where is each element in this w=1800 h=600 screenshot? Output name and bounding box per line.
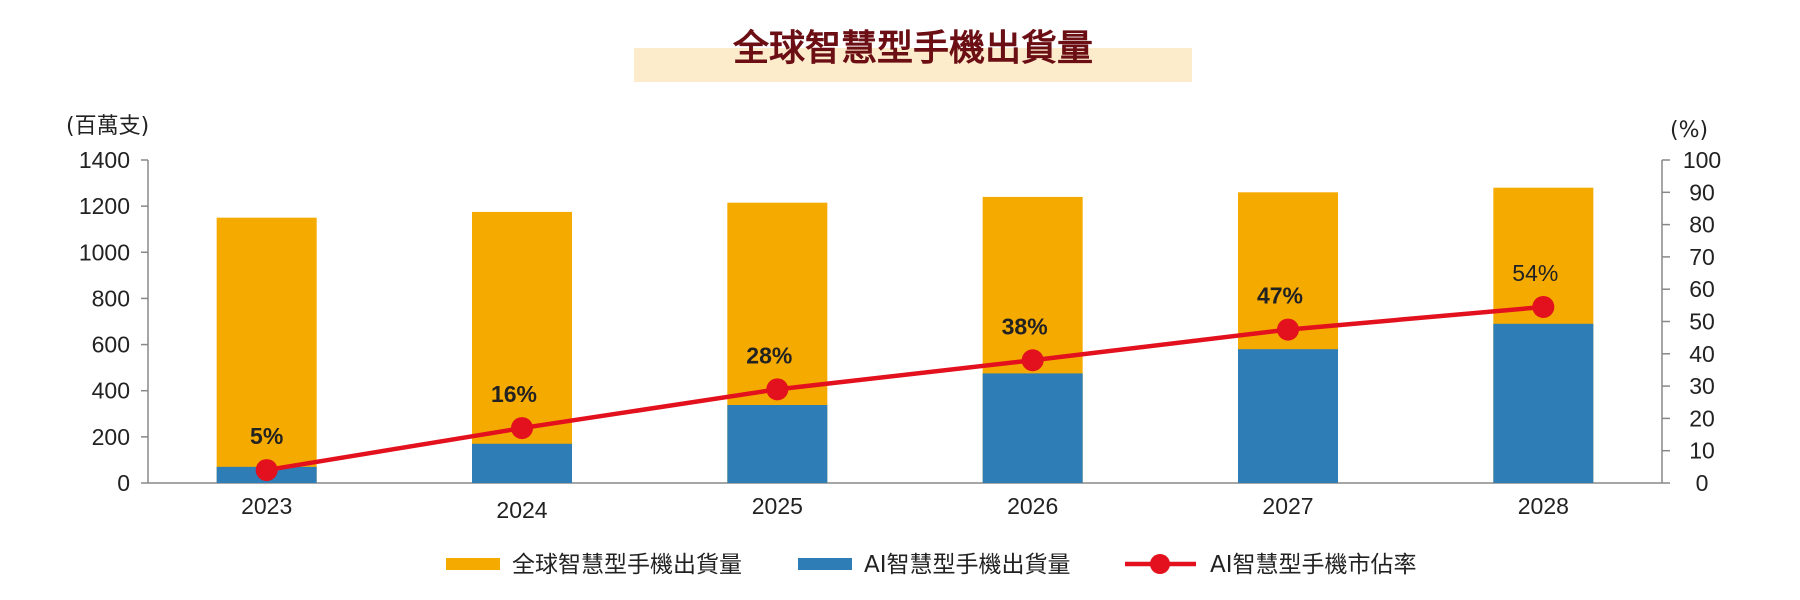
legend: 全球智慧型手機出貨量 AI智慧型手機出貨量 AI智慧型手機市佔率 (446, 552, 1417, 578)
right-tick-label: 90 (1689, 179, 1715, 205)
title-band (634, 48, 1192, 82)
share-point-2028 (1532, 295, 1555, 318)
right-axis-unit: (%) (1670, 118, 1708, 143)
share-point-2025 (766, 378, 789, 401)
x-label-2026: 2026 (1007, 493, 1058, 519)
right-tick-label: 10 (1689, 438, 1715, 464)
left-tick-label: 800 (92, 285, 130, 311)
right-tick-label: 0 (1696, 470, 1709, 496)
legend-swatch-ai (798, 558, 852, 570)
right-tick-label: 80 (1689, 212, 1715, 238)
legend-label-total: 全球智慧型手機出貨量 (512, 552, 742, 578)
left-tick-label: 1200 (79, 193, 130, 219)
left-tick-label: 400 (92, 378, 130, 404)
right-tick-label: 60 (1689, 276, 1715, 302)
left-axis-ticks: 0 200 400 600 800 1000 1200 1400 (79, 147, 148, 496)
legend-swatch-total (446, 558, 500, 570)
left-tick-label: 200 (92, 424, 130, 450)
share-label-2025: 28% (746, 342, 792, 368)
left-tick-label: 1000 (79, 239, 130, 265)
share-label-2028: 54% (1512, 260, 1558, 286)
right-tick-label: 50 (1689, 309, 1715, 335)
right-tick-label: 40 (1689, 341, 1715, 367)
x-label-2028: 2028 (1518, 493, 1569, 519)
share-point-2023 (255, 459, 278, 482)
legend-label-share: AI智慧型手機市佔率 (1210, 552, 1417, 578)
bar-ai-2025 (727, 405, 828, 483)
left-axis-unit: (百萬支) (66, 114, 149, 139)
bar-series (216, 187, 1594, 484)
right-tick-label: 30 (1689, 373, 1715, 399)
chart-title: 全球智慧型手機出貨量 (732, 27, 1093, 69)
share-label-2024: 16% (491, 381, 537, 407)
share-point-2027 (1277, 318, 1299, 341)
left-tick-label: 1400 (79, 147, 130, 173)
bar-ai-2026 (982, 373, 1083, 483)
share-point-2024 (511, 417, 533, 440)
share-point-2026 (1021, 349, 1044, 372)
left-tick-label: 600 (92, 332, 130, 358)
right-axis-ticks: 0 10 20 30 40 50 60 70 80 90 100 (1662, 147, 1721, 496)
x-label-2027: 2027 (1262, 493, 1313, 519)
share-line (266, 304, 1544, 473)
x-axis-labels: 2023 2024 2025 2026 2027 2028 (241, 493, 1569, 523)
right-tick-label: 100 (1683, 147, 1721, 173)
x-label-2025: 2025 (752, 493, 803, 519)
bar-ai-2024 (472, 443, 572, 483)
share-label-2027: 47% (1257, 283, 1303, 309)
bar-total-2023 (216, 217, 317, 483)
bar-ai-2028 (1493, 323, 1594, 483)
right-tick-label: 20 (1689, 405, 1715, 431)
left-tick-label: 0 (117, 470, 130, 496)
share-label-2026: 38% (1002, 313, 1048, 339)
legend-label-ai: AI智慧型手機出貨量 (864, 552, 1071, 578)
x-label-2024: 2024 (496, 497, 547, 523)
bar-total-2024 (472, 211, 572, 484)
share-line-series: 5% 16% 28% 38% 47% 54% (250, 260, 1558, 482)
share-label-2023: 5% (250, 423, 283, 449)
x-label-2023: 2023 (241, 493, 292, 519)
bar-ai-2027 (1238, 349, 1338, 483)
legend-marker-share (1150, 554, 1170, 574)
right-tick-label: 70 (1689, 244, 1715, 270)
